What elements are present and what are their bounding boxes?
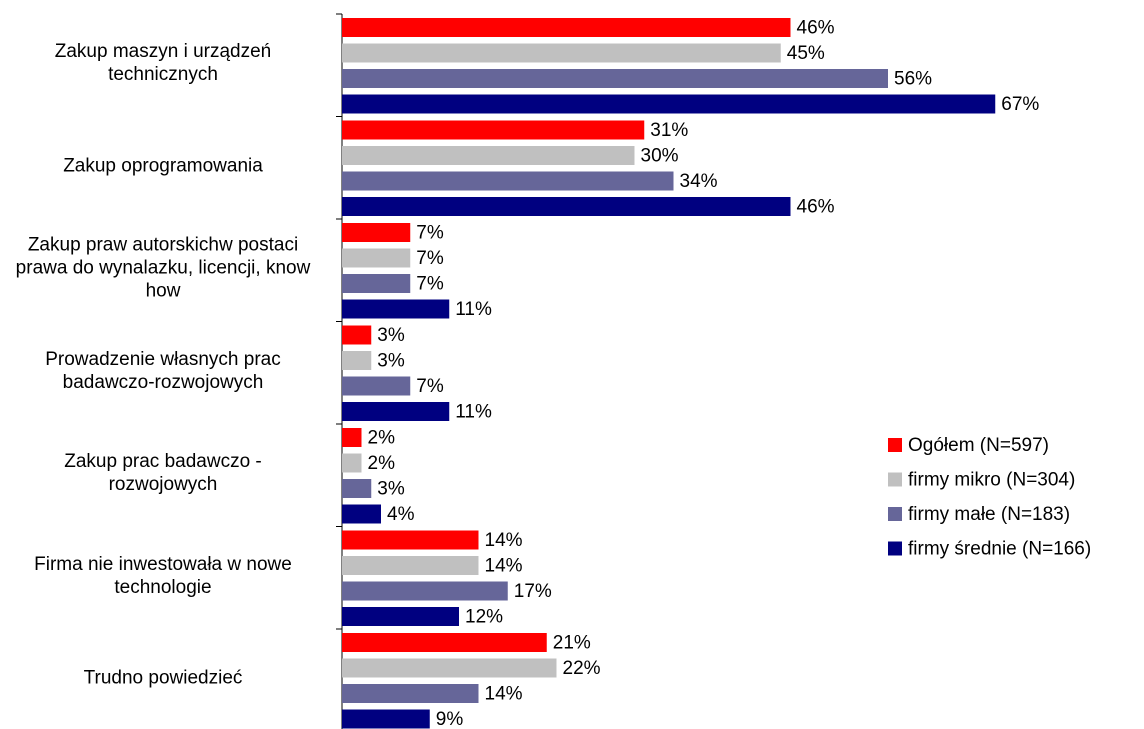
value-label: 31% [650, 120, 688, 141]
value-label: 4% [387, 504, 415, 525]
bar [342, 479, 372, 498]
value-label: 12% [465, 607, 503, 628]
value-label: 11% [455, 402, 492, 423]
bar [342, 530, 479, 550]
value-label: 7% [416, 274, 444, 295]
bar [342, 633, 547, 652]
bar [342, 581, 508, 601]
bar [342, 94, 996, 114]
bar [342, 556, 479, 575]
legend-swatch [888, 438, 902, 452]
legend-swatch [888, 472, 902, 487]
bar [342, 684, 479, 703]
value-label: 67% [1001, 94, 1039, 115]
bar [342, 274, 411, 293]
value-label: 34% [680, 171, 718, 192]
category-label: Trudno powiedzieć [83, 667, 243, 689]
category-label: Zakup maszyn i urządzeń technicznych [54, 41, 272, 86]
legend-swatch [888, 541, 902, 556]
category-label: Prowadzenie własnych prac badawczo-rozwo… [45, 348, 281, 393]
legend-swatch [888, 507, 902, 521]
bar [342, 709, 430, 729]
bar [342, 402, 450, 421]
bar [342, 428, 362, 447]
bar [342, 504, 381, 524]
value-label: 17% [514, 581, 552, 602]
value-label: 14% [485, 684, 523, 705]
category-label: Zakup oprogramowania [63, 155, 263, 177]
bar [342, 223, 411, 242]
bar [342, 248, 411, 268]
legend-label: firmy mikro (N=304) [908, 470, 1075, 491]
value-label: 7% [416, 223, 444, 244]
bar [342, 325, 372, 345]
value-label: 14% [485, 556, 523, 577]
bar [342, 376, 411, 396]
value-label: 3% [377, 479, 405, 500]
value-label: 2% [368, 428, 396, 449]
value-label: 11% [455, 299, 492, 320]
value-label: 7% [416, 376, 444, 397]
value-label: 14% [485, 530, 523, 551]
value-label: 56% [894, 69, 932, 90]
value-label: 46% [797, 197, 835, 218]
value-label: 3% [377, 351, 405, 372]
value-label: 7% [416, 248, 444, 269]
value-label: 3% [377, 325, 405, 346]
bar [342, 69, 888, 88]
bar [342, 197, 791, 216]
legend-label: firmy średnie (N=166) [908, 539, 1091, 560]
bar [342, 146, 635, 165]
value-label: 30% [641, 146, 679, 167]
value-label: 2% [368, 453, 396, 474]
bar [342, 351, 372, 370]
category-label: Zakup prac badawczo - rozwojowych [64, 451, 262, 496]
bar [342, 658, 557, 678]
value-label: 22% [563, 658, 601, 679]
bar [342, 607, 459, 626]
bar [342, 299, 450, 319]
bar [342, 453, 362, 473]
category-label: Firma nie inwestowała w nowe technologie [34, 553, 292, 598]
value-label: 45% [787, 43, 825, 64]
value-label: 9% [436, 709, 464, 729]
value-label: 21% [553, 633, 591, 654]
value-label: 46% [797, 18, 835, 39]
legend-label: Ogółem (N=597) [908, 435, 1049, 456]
bar [342, 120, 645, 140]
bar [342, 171, 674, 191]
bar [342, 43, 781, 63]
category-label: Zakup praw autorskichw postaci prawa do … [15, 234, 311, 302]
legend-label: firmy małe (N=183) [908, 504, 1070, 525]
bar [342, 18, 791, 37]
